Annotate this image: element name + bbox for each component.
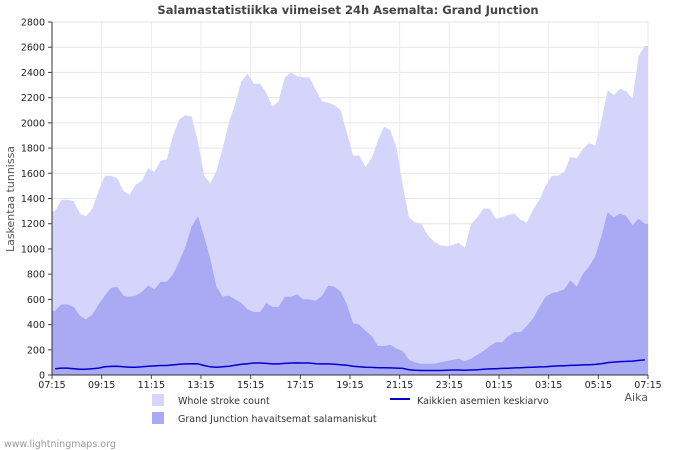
x-tick-label: 09:15 — [88, 380, 115, 391]
y-tick-label: 2800 — [21, 18, 45, 29]
y-tick-label: 800 — [27, 270, 45, 281]
data-areas — [52, 46, 648, 375]
y-tick-label: 1400 — [21, 194, 45, 205]
chart-title: Salamastatistiikka viimeiset 24h Asemalt… — [157, 3, 538, 17]
legend-swatch-station — [152, 412, 164, 424]
x-tick-label: 07:15 — [38, 380, 65, 391]
legend-label-station: Grand Junction havaitsemat salamaniskut — [178, 414, 377, 425]
y-tick-label: 2400 — [21, 68, 45, 79]
y-tick-label: 2200 — [21, 93, 45, 104]
y-tick-label: 1000 — [21, 244, 45, 255]
x-tick-label: 19:15 — [336, 380, 363, 391]
x-tick-label: 01:15 — [485, 380, 512, 391]
y-tick-label: 1800 — [21, 144, 45, 155]
y-tick-label: 1200 — [21, 219, 45, 230]
y-axis-label: Laskentaa tunnissa — [4, 146, 17, 252]
x-axis-label: Aika — [625, 391, 649, 404]
footer-credit: www.lightningmaps.org — [4, 439, 116, 450]
y-axis-ticks: 0 200 400 600 800 1000 1200 1400 1600 1800 2000 220… — [21, 18, 52, 382]
x-tick-label: 05:15 — [585, 380, 612, 391]
y-tick-label: 200 — [27, 345, 45, 356]
y-tick-label: 2000 — [21, 118, 45, 129]
y-tick-label: 600 — [27, 295, 45, 306]
y-tick-label: 400 — [27, 320, 45, 331]
legend-label-whole-stroke: Whole stroke count — [178, 396, 270, 407]
legend-swatch-whole-stroke — [152, 394, 164, 406]
x-tick-label: 17:15 — [287, 380, 314, 391]
area-station-strikes — [52, 212, 648, 375]
x-tick-label: 03:15 — [535, 380, 562, 391]
legend: Whole stroke count Grand Junction havait… — [152, 394, 549, 425]
x-tick-label: 23:15 — [436, 380, 463, 391]
x-tick-label: 21:15 — [386, 380, 413, 391]
x-axis-ticks: 07:15 09:15 11:15 13:15 15:15 17:15 19:15 21:15… — [38, 375, 662, 391]
y-tick-label: 1600 — [21, 169, 45, 180]
y-tick-label: 0 — [39, 371, 45, 382]
line-all-stations-average — [55, 359, 645, 372]
legend-label-average: Kaikkien asemien keskiarvo — [417, 396, 549, 407]
x-tick-label: 15:15 — [237, 380, 264, 391]
y-tick-label: 2600 — [21, 43, 45, 54]
x-tick-label: 11:15 — [138, 380, 165, 391]
x-tick-label: 07:15 — [634, 380, 661, 391]
x-tick-label: 13:15 — [187, 380, 214, 391]
